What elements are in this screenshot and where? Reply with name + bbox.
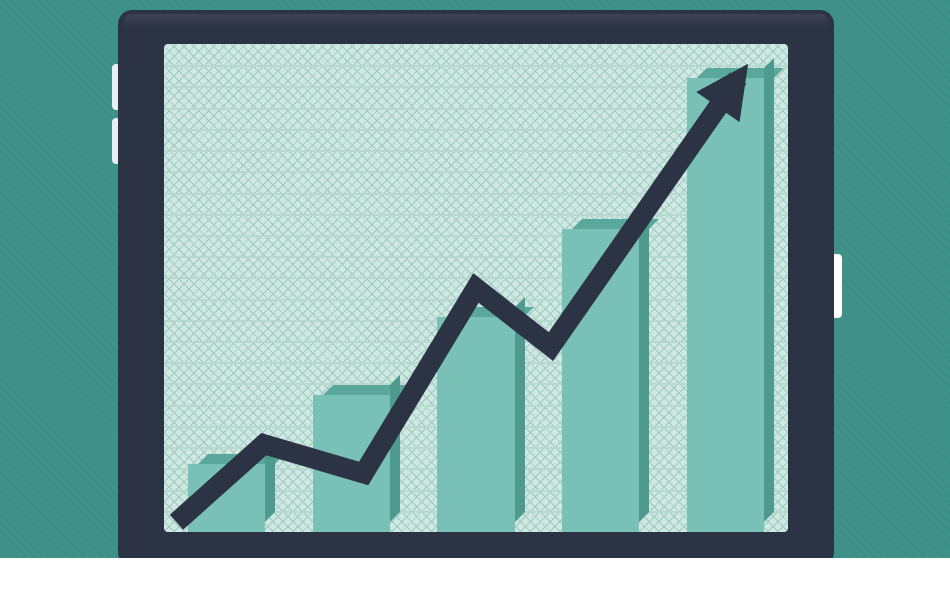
bar-face: [313, 395, 390, 532]
bar-face: [562, 229, 639, 532]
bar-side: [639, 209, 649, 522]
bar-side: [265, 444, 275, 522]
tablet-device: [118, 10, 834, 566]
bar-side: [390, 375, 400, 522]
tablet-screen: [164, 44, 788, 532]
bar: [437, 317, 514, 532]
bar-face: [687, 78, 764, 532]
bar-side: [515, 297, 525, 522]
bar: [188, 464, 265, 532]
bottom-strip: [0, 558, 950, 600]
bar: [313, 395, 390, 532]
bar: [687, 78, 764, 532]
bar-face: [437, 317, 514, 532]
bar-side: [764, 58, 774, 522]
bar-face: [188, 464, 265, 532]
bar-chart: [164, 44, 788, 532]
page-background: [0, 0, 950, 600]
bar: [562, 229, 639, 532]
